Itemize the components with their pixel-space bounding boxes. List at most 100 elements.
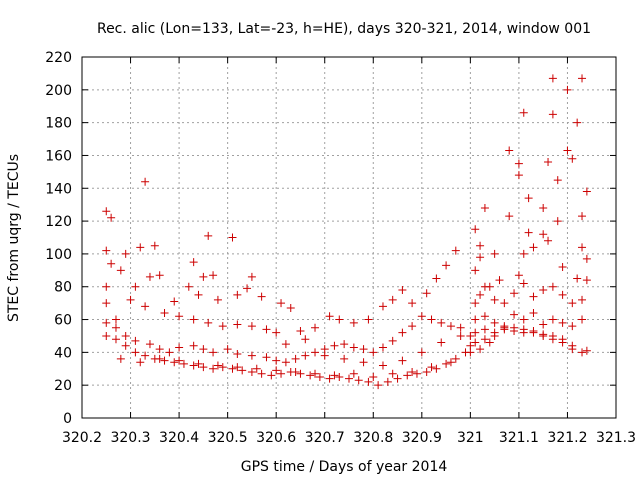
- data-point: [267, 371, 276, 380]
- data-point: [548, 335, 557, 344]
- data-point: [320, 351, 329, 360]
- data-point: [388, 369, 397, 378]
- data-point: [446, 358, 455, 367]
- data-point: [558, 338, 567, 347]
- data-point: [189, 361, 198, 370]
- data-point: [500, 299, 509, 308]
- data-point: [437, 318, 446, 327]
- data-point: [480, 335, 489, 344]
- data-point: [189, 341, 198, 350]
- data-point: [582, 276, 591, 285]
- y-tick-label: 80: [54, 280, 72, 296]
- y-tick-label: 40: [54, 345, 72, 361]
- data-point: [277, 369, 286, 378]
- data-point: [330, 341, 339, 350]
- data-point: [136, 358, 145, 367]
- data-point: [383, 377, 392, 386]
- data-point: [238, 366, 247, 375]
- data-point: [102, 331, 111, 340]
- data-point: [116, 354, 125, 363]
- data-point: [213, 361, 222, 370]
- data-point: [160, 356, 169, 365]
- data-point: [281, 358, 290, 367]
- data-point: [223, 345, 232, 354]
- plot-border: [81, 56, 617, 419]
- data-point: [553, 176, 562, 185]
- data-point: [301, 351, 310, 360]
- data-point: [490, 318, 499, 327]
- data-point: [150, 241, 159, 250]
- data-point: [121, 249, 130, 258]
- data-point: [480, 203, 489, 212]
- data-point: [408, 322, 417, 331]
- data-point: [165, 348, 174, 357]
- data-point: [131, 348, 140, 357]
- data-point: [155, 345, 164, 354]
- x-tick-label: 321.3: [596, 430, 636, 446]
- data-point: [199, 272, 208, 281]
- data-point: [243, 284, 252, 293]
- data-point: [281, 340, 290, 349]
- data-point: [510, 289, 519, 298]
- data-point: [539, 203, 548, 212]
- data-point: [451, 354, 460, 363]
- data-point: [330, 371, 339, 380]
- data-point: [544, 158, 553, 167]
- data-point: [529, 243, 538, 252]
- x-tick-label: 320.6: [256, 430, 296, 446]
- data-point: [568, 322, 577, 331]
- data-point: [582, 346, 591, 355]
- data-point: [199, 363, 208, 372]
- data-point: [155, 271, 164, 280]
- data-point: [194, 359, 203, 368]
- y-tick-label: 100: [45, 247, 72, 263]
- data-point: [510, 310, 519, 319]
- data-point: [189, 258, 198, 267]
- data-point: [257, 292, 266, 301]
- chart-title: Rec. alic (Lon=133, Lat=-23, h=HE), days…: [97, 21, 591, 37]
- data-point: [184, 282, 193, 291]
- data-point: [422, 289, 431, 298]
- data-point: [514, 271, 523, 280]
- data-point: [228, 364, 237, 373]
- data-point: [340, 354, 349, 363]
- x-tick-label: 320.8: [353, 430, 393, 446]
- data-point: [228, 233, 237, 242]
- data-point: [432, 364, 441, 373]
- data-point: [563, 146, 572, 155]
- y-tick-label: 160: [45, 148, 72, 164]
- x-tick-label: 320.5: [208, 430, 248, 446]
- data-point: [578, 295, 587, 304]
- y-tick-label: 20: [54, 378, 72, 394]
- data-point: [170, 297, 179, 306]
- data-point: [209, 364, 218, 373]
- data-point: [514, 171, 523, 180]
- data-point: [111, 315, 120, 324]
- data-point: [126, 295, 135, 304]
- data-point: [427, 315, 436, 324]
- data-point: [141, 177, 150, 186]
- y-tick-label: 60: [54, 313, 72, 329]
- data-point: [505, 146, 514, 155]
- data-point: [359, 345, 368, 354]
- data-point: [349, 343, 358, 352]
- data-point: [539, 230, 548, 239]
- data-point: [558, 263, 567, 272]
- data-point: [247, 368, 256, 377]
- y-tick-label: 120: [45, 214, 72, 230]
- data-point: [427, 363, 436, 372]
- data-point: [388, 295, 397, 304]
- data-point: [262, 325, 271, 334]
- data-point: [398, 286, 407, 295]
- x-tick-label: 320.7: [305, 430, 345, 446]
- y-tick-label: 180: [45, 116, 72, 132]
- data-point: [204, 231, 213, 240]
- data-point: [403, 371, 412, 380]
- data-point: [476, 345, 485, 354]
- data-point: [107, 259, 116, 268]
- data-point: [141, 351, 150, 360]
- data-point: [568, 299, 577, 308]
- data-point: [209, 348, 218, 357]
- data-point: [548, 282, 557, 291]
